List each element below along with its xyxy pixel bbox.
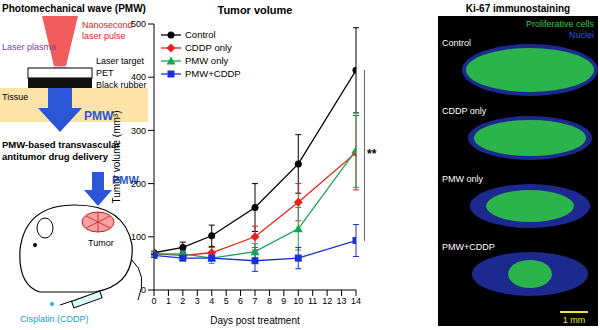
svg-text:Control: Control <box>442 38 471 48</box>
svg-text:2: 2 <box>180 296 185 306</box>
svg-text:11: 11 <box>308 296 317 306</box>
svg-text:5: 5 <box>224 296 229 306</box>
svg-text:Tumor: Tumor <box>88 238 114 248</box>
svg-text:Laser plasma: Laser plasma <box>2 42 56 52</box>
svg-text:6: 6 <box>238 296 243 306</box>
svg-text:200: 200 <box>131 179 146 189</box>
svg-text:400: 400 <box>131 72 146 82</box>
svg-text:1: 1 <box>166 296 171 306</box>
svg-text:14: 14 <box>351 296 361 306</box>
svg-text:Tumor volume (mm³): Tumor volume (mm³) <box>111 111 122 204</box>
svg-text:Nanosecond: Nanosecond <box>82 20 133 30</box>
svg-text:Cisplatin (CDDP): Cisplatin (CDDP) <box>20 314 89 324</box>
svg-text:8: 8 <box>267 296 272 306</box>
svg-text:Tissue: Tissue <box>2 92 28 102</box>
svg-text:antitumor drug delivery: antitumor drug delivery <box>2 151 109 162</box>
svg-text:1 mm: 1 mm <box>563 315 586 325</box>
svg-text:100: 100 <box>131 232 146 242</box>
svg-text:500: 500 <box>131 19 146 29</box>
html-text:Tumor volume: Tumor volume <box>217 4 293 16</box>
svg-text:0: 0 <box>151 296 156 306</box>
svg-text:7: 7 <box>252 296 257 306</box>
svg-text:PMW only: PMW only <box>442 174 484 184</box>
svg-text:9: 9 <box>281 296 286 306</box>
svg-text:PET: PET <box>96 68 114 78</box>
html-text:PMW+CDDP: PMW+CDDP <box>185 68 241 79</box>
html-text:Control: Control <box>185 29 216 40</box>
svg-text:Nuclei: Nuclei <box>569 30 594 40</box>
svg-text:13: 13 <box>337 296 347 306</box>
svg-text:Ki-67 immunostaining: Ki-67 immunostaining <box>466 3 570 14</box>
svg-text:Photomechanical wave (PMW): Photomechanical wave (PMW) <box>2 3 146 14</box>
svg-text:300: 300 <box>131 126 146 136</box>
svg-text:PMW-based transvascular: PMW-based transvascular <box>2 139 120 150</box>
svg-text:0: 0 <box>141 285 146 295</box>
svg-text:Days post treatment: Days post treatment <box>210 315 300 326</box>
svg-text:CDDP only: CDDP only <box>442 106 487 116</box>
svg-text:PMW: PMW <box>84 109 114 123</box>
svg-text:10: 10 <box>293 296 303 306</box>
html-text:PMW only: PMW only <box>185 55 229 66</box>
svg-text:PMW+CDDP: PMW+CDDP <box>442 242 495 252</box>
svg-text:4: 4 <box>209 296 214 306</box>
html-text:CDDP only: CDDP only <box>185 42 232 53</box>
svg-text:laser pulse: laser pulse <box>82 31 126 41</box>
svg-text:12: 12 <box>322 296 332 306</box>
svg-text:Laser target: Laser target <box>96 56 145 66</box>
svg-text:3: 3 <box>195 296 200 306</box>
svg-text:Proliferative cells: Proliferative cells <box>526 19 595 29</box>
